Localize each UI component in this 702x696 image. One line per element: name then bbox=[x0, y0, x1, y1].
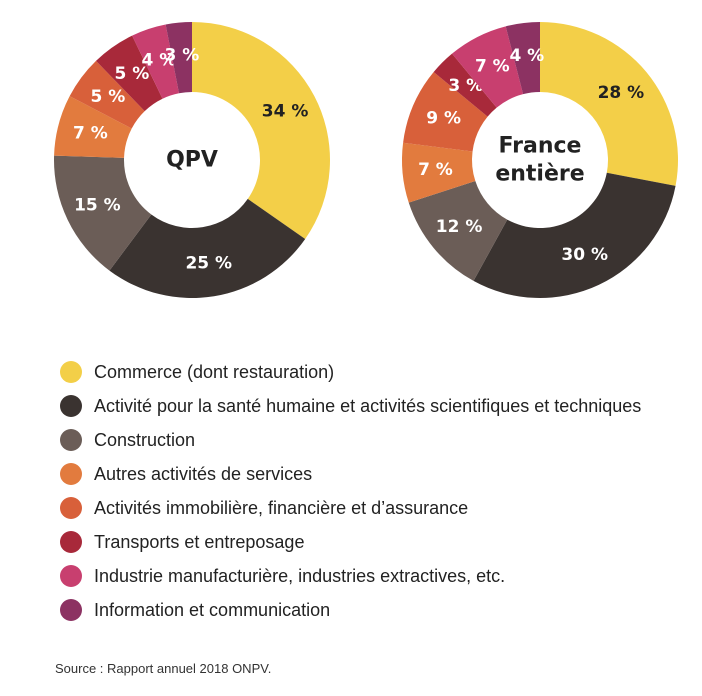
source-note: Source : Rapport annuel 2018 ONPV. bbox=[55, 661, 272, 676]
donut-slice bbox=[473, 172, 676, 298]
slice-label: 12 % bbox=[436, 217, 483, 237]
donut-slice bbox=[505, 22, 540, 95]
legend-item: Information et communication bbox=[60, 593, 641, 627]
legend-swatch bbox=[60, 599, 82, 621]
donut-slice bbox=[433, 53, 497, 117]
legend-item: Transports et entreposage bbox=[60, 525, 641, 559]
slice-label: 4 % bbox=[509, 46, 544, 66]
legend-item: Commerce (dont restauration) bbox=[60, 355, 641, 389]
legend-swatch bbox=[60, 395, 82, 417]
slice-label: 4 % bbox=[142, 50, 177, 70]
center-label: entière bbox=[495, 162, 584, 187]
legend-item: Activités immobilière, financière et d’a… bbox=[60, 491, 641, 525]
legend: Commerce (dont restauration) Activité pou… bbox=[60, 355, 641, 627]
donut-slice bbox=[54, 155, 152, 271]
slice-label: 7 % bbox=[475, 56, 510, 76]
legend-swatch bbox=[60, 497, 82, 519]
legend-item: Industrie manufacturière, industries ext… bbox=[60, 559, 641, 593]
legend-swatch bbox=[60, 361, 82, 383]
donut-slice bbox=[192, 22, 331, 239]
legend-label: Information et communication bbox=[94, 599, 331, 620]
legend-swatch bbox=[60, 463, 82, 485]
donut-slice bbox=[403, 72, 488, 152]
legend-label: Activités immobilière, financière et d’a… bbox=[94, 497, 469, 518]
donut-slice bbox=[132, 24, 180, 99]
legend-item: Autres activités de services bbox=[60, 457, 641, 491]
slice-label: 9 % bbox=[426, 108, 461, 128]
slice-label: 30 % bbox=[561, 245, 608, 265]
slice-label: 5 % bbox=[115, 64, 150, 84]
slice-label: 5 % bbox=[90, 87, 125, 107]
slice-label: 7 % bbox=[73, 123, 108, 143]
center-label: France bbox=[499, 134, 582, 159]
donut-slice bbox=[54, 96, 132, 158]
slice-label: 28 % bbox=[598, 83, 645, 103]
legend-swatch bbox=[60, 531, 82, 553]
legend-label: Activité pour la santé humaine et activi… bbox=[94, 395, 642, 416]
slice-label: 7 % bbox=[418, 160, 453, 180]
legend-label: Construction bbox=[94, 429, 196, 450]
donut-slice bbox=[402, 142, 476, 203]
legend-swatch bbox=[60, 429, 82, 451]
legend-item: Construction bbox=[60, 423, 641, 457]
donut-slice bbox=[69, 60, 145, 129]
legend-label: Industrie manufacturière, industries ext… bbox=[94, 565, 506, 586]
legend-label: Autres activités de services bbox=[94, 463, 313, 484]
center-label: QPV bbox=[166, 148, 218, 173]
donut-slice bbox=[165, 22, 192, 94]
slice-label: 15 % bbox=[74, 196, 121, 216]
donut-slice bbox=[95, 35, 163, 112]
legend-item: Activité pour la santé humaine et activi… bbox=[60, 389, 641, 423]
slice-label: 25 % bbox=[185, 254, 232, 274]
legend-label: Transports et entreposage bbox=[94, 531, 305, 552]
donut-slice bbox=[408, 181, 508, 281]
legend-label: Commerce (dont restauration) bbox=[94, 361, 335, 382]
donut-slice bbox=[452, 26, 524, 108]
donut-slice bbox=[109, 198, 306, 298]
donut-qpv: 34 %25 %15 %7 %5 %5 %4 %3 %QPV bbox=[54, 22, 331, 298]
slice-label: 34 % bbox=[262, 101, 309, 121]
donut-slice bbox=[540, 22, 678, 186]
slice-label: 3 % bbox=[165, 45, 200, 65]
legend-swatch bbox=[60, 565, 82, 587]
